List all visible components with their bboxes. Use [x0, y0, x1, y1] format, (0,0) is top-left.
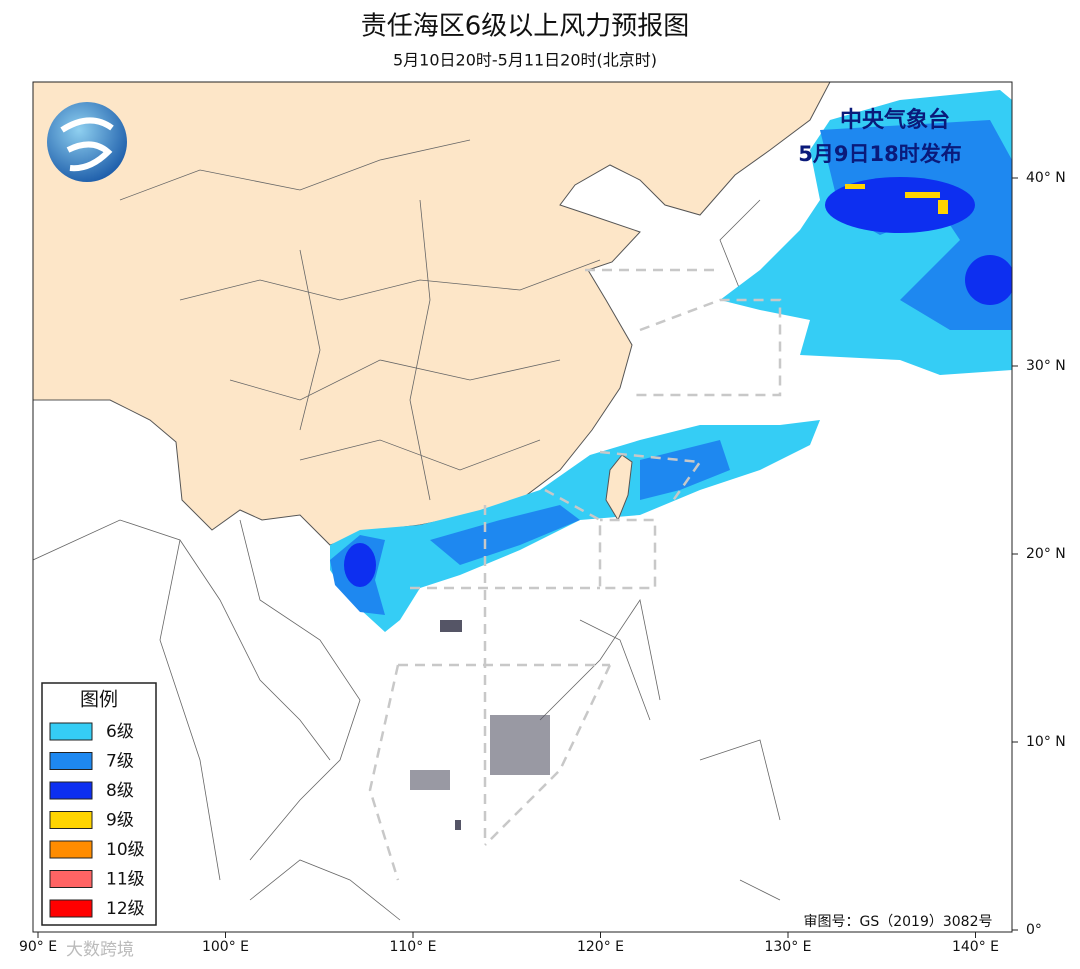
wind-area: [825, 177, 975, 233]
map-frame: [32, 81, 1013, 933]
approval-number: 审图号：GS（2019）3082号: [804, 914, 993, 930]
legend-label: 6级: [106, 722, 134, 742]
logo: [47, 102, 127, 182]
wind-area: [905, 192, 940, 198]
legend-swatch: [49, 840, 93, 859]
legend-title: 图例: [80, 689, 118, 711]
wind-area: [938, 200, 948, 214]
wind-area: [330, 440, 730, 615]
legend-swatch: [49, 870, 93, 888]
issuer-agency: 中央气象台: [840, 107, 950, 133]
legend: 图例 6级 7级 8级 9级 10级 11级 12级: [41, 682, 157, 926]
subtitle: 5月10日20时-5月11日20时(北京时): [393, 51, 657, 70]
legend-label: 10级: [106, 840, 145, 860]
islands: [410, 620, 550, 830]
legend-swatch: [49, 811, 93, 829]
wind-area: [965, 255, 1012, 305]
lon-tick-label: 110° E: [389, 939, 436, 955]
lat-tick-label: 10° N: [1026, 734, 1066, 750]
china-land: [33, 82, 831, 546]
legend-label: 11级: [106, 870, 145, 890]
wind-area: [820, 120, 1012, 330]
legend-label: 12级: [106, 899, 145, 919]
issuer-time: 5月9日18时发布: [798, 142, 961, 166]
legend-label: 9级: [106, 811, 134, 831]
map-body: [33, 82, 1012, 932]
watermark: 大数跨境: [66, 940, 134, 960]
title: 责任海区6级以上风力预报图: [361, 12, 690, 42]
lat-tick-label: 0°: [1026, 922, 1042, 938]
lon-tick-label: 130° E: [764, 939, 811, 955]
border-lines: [33, 119, 1001, 921]
wind-area: [344, 543, 376, 587]
lon-tick-label: 100° E: [202, 939, 249, 955]
legend-swatch: [49, 781, 93, 800]
legend-label: 7级: [106, 752, 134, 772]
legend-swatch: [49, 899, 93, 918]
lon-tick-label: 140° E: [952, 939, 999, 955]
logo-mark: [60, 117, 114, 172]
lon-tick-label: 90° E: [19, 939, 57, 955]
wind-area: [845, 184, 865, 189]
lat-tick-label: 20° N: [1026, 546, 1066, 562]
legend-label: 8级: [106, 781, 134, 801]
legend-swatch: [49, 752, 93, 770]
lat-tick-label: 40° N: [1026, 170, 1066, 186]
lon-tick-label: 120° E: [577, 939, 624, 955]
legend-swatch: [49, 722, 93, 741]
sea-area-boundaries: [368, 268, 782, 881]
lat-tick-label: 30° N: [1026, 358, 1066, 374]
